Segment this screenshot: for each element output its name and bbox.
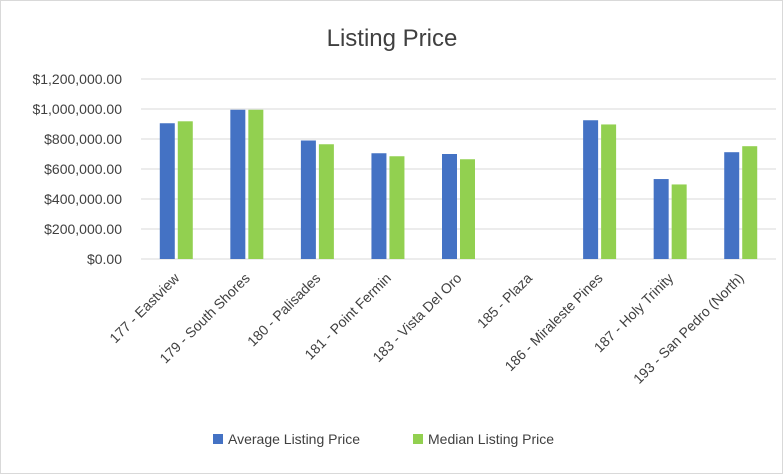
x-tick-label: 180 - Palisades xyxy=(244,270,324,350)
x-tick-label: 177 - Eastview xyxy=(106,269,183,346)
y-tick-label: $400,000.00 xyxy=(44,191,122,207)
legend-swatch xyxy=(413,434,423,444)
legend: Average Listing Price Median Listing Pric… xyxy=(213,431,554,447)
bar-median xyxy=(601,124,617,259)
bar-average xyxy=(583,120,599,259)
bar-median xyxy=(671,184,687,259)
bar-average xyxy=(371,153,387,259)
y-tick-label: $600,000.00 xyxy=(44,161,122,177)
bars xyxy=(159,109,758,259)
legend-swatch xyxy=(213,434,223,444)
y-axis-tick-labels: $0.00 $200,000.00 $400,000.00 $600,000.00 $8… xyxy=(32,71,122,267)
bar-average xyxy=(159,123,175,259)
bar-median xyxy=(460,159,475,259)
bar-average xyxy=(653,179,669,259)
y-tick-label: $1,000,000.00 xyxy=(32,101,122,117)
bar-median xyxy=(248,109,264,259)
bar-average xyxy=(300,140,316,259)
legend-label: Median Listing Price xyxy=(428,431,554,447)
bar-median xyxy=(389,156,405,259)
bar-average xyxy=(442,154,457,259)
bar-median xyxy=(318,144,334,259)
bar-median xyxy=(177,121,193,259)
x-tick-label: 185 - Plaza xyxy=(474,270,536,332)
legend-label: Average Listing Price xyxy=(228,431,360,447)
y-tick-label: $800,000.00 xyxy=(44,131,122,147)
gridlines xyxy=(141,78,776,260)
y-tick-label: $0.00 xyxy=(87,251,122,267)
bar-median xyxy=(742,146,758,259)
y-tick-label: $200,000.00 xyxy=(44,221,122,237)
bar-average xyxy=(724,152,740,259)
chart-title: Listing Price xyxy=(327,25,458,52)
y-tick-label: $1,200,000.00 xyxy=(32,71,122,87)
bar-average xyxy=(230,109,246,259)
